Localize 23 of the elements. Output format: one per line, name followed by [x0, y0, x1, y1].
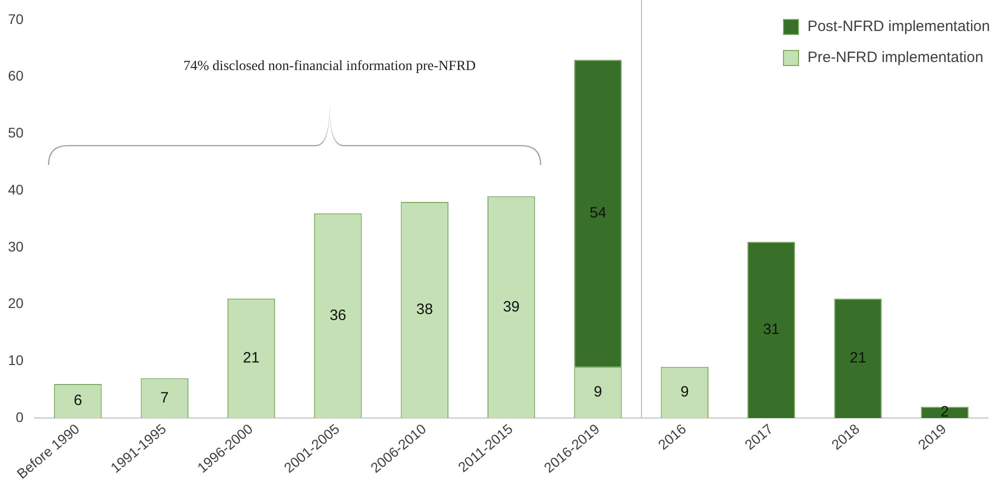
y-tick-label: 60	[8, 68, 24, 84]
y-tick-label: 40	[8, 181, 24, 198]
annotation: 74% disclosed non-financial information pre-NFRD	[183, 59, 476, 75]
data-label: 39	[502, 298, 520, 316]
data-label: 54	[590, 204, 606, 222]
data-label: 9	[680, 384, 689, 401]
y-tick-label: 70	[8, 10, 24, 27]
data-label: 31	[762, 321, 780, 338]
data-label: 38	[416, 301, 433, 318]
y-tick-label: 0	[16, 408, 24, 425]
data-label: 21	[850, 350, 866, 367]
data-label: 2	[940, 404, 949, 421]
data-label: 7	[160, 389, 169, 406]
legend-label: Pre-NFRD implementation	[806, 49, 984, 66]
data-label: 6	[74, 392, 82, 410]
data-label: 9	[594, 384, 602, 401]
data-label: 21	[242, 350, 260, 367]
data-label: 36	[330, 306, 346, 324]
y-tick-label: 50	[8, 124, 24, 141]
y-tick-label: 20	[8, 295, 24, 312]
y-tick-label: 30	[8, 238, 24, 254]
y-tick-label: 10	[8, 352, 24, 368]
legend-label: Post-NFRD implementation	[806, 18, 990, 35]
